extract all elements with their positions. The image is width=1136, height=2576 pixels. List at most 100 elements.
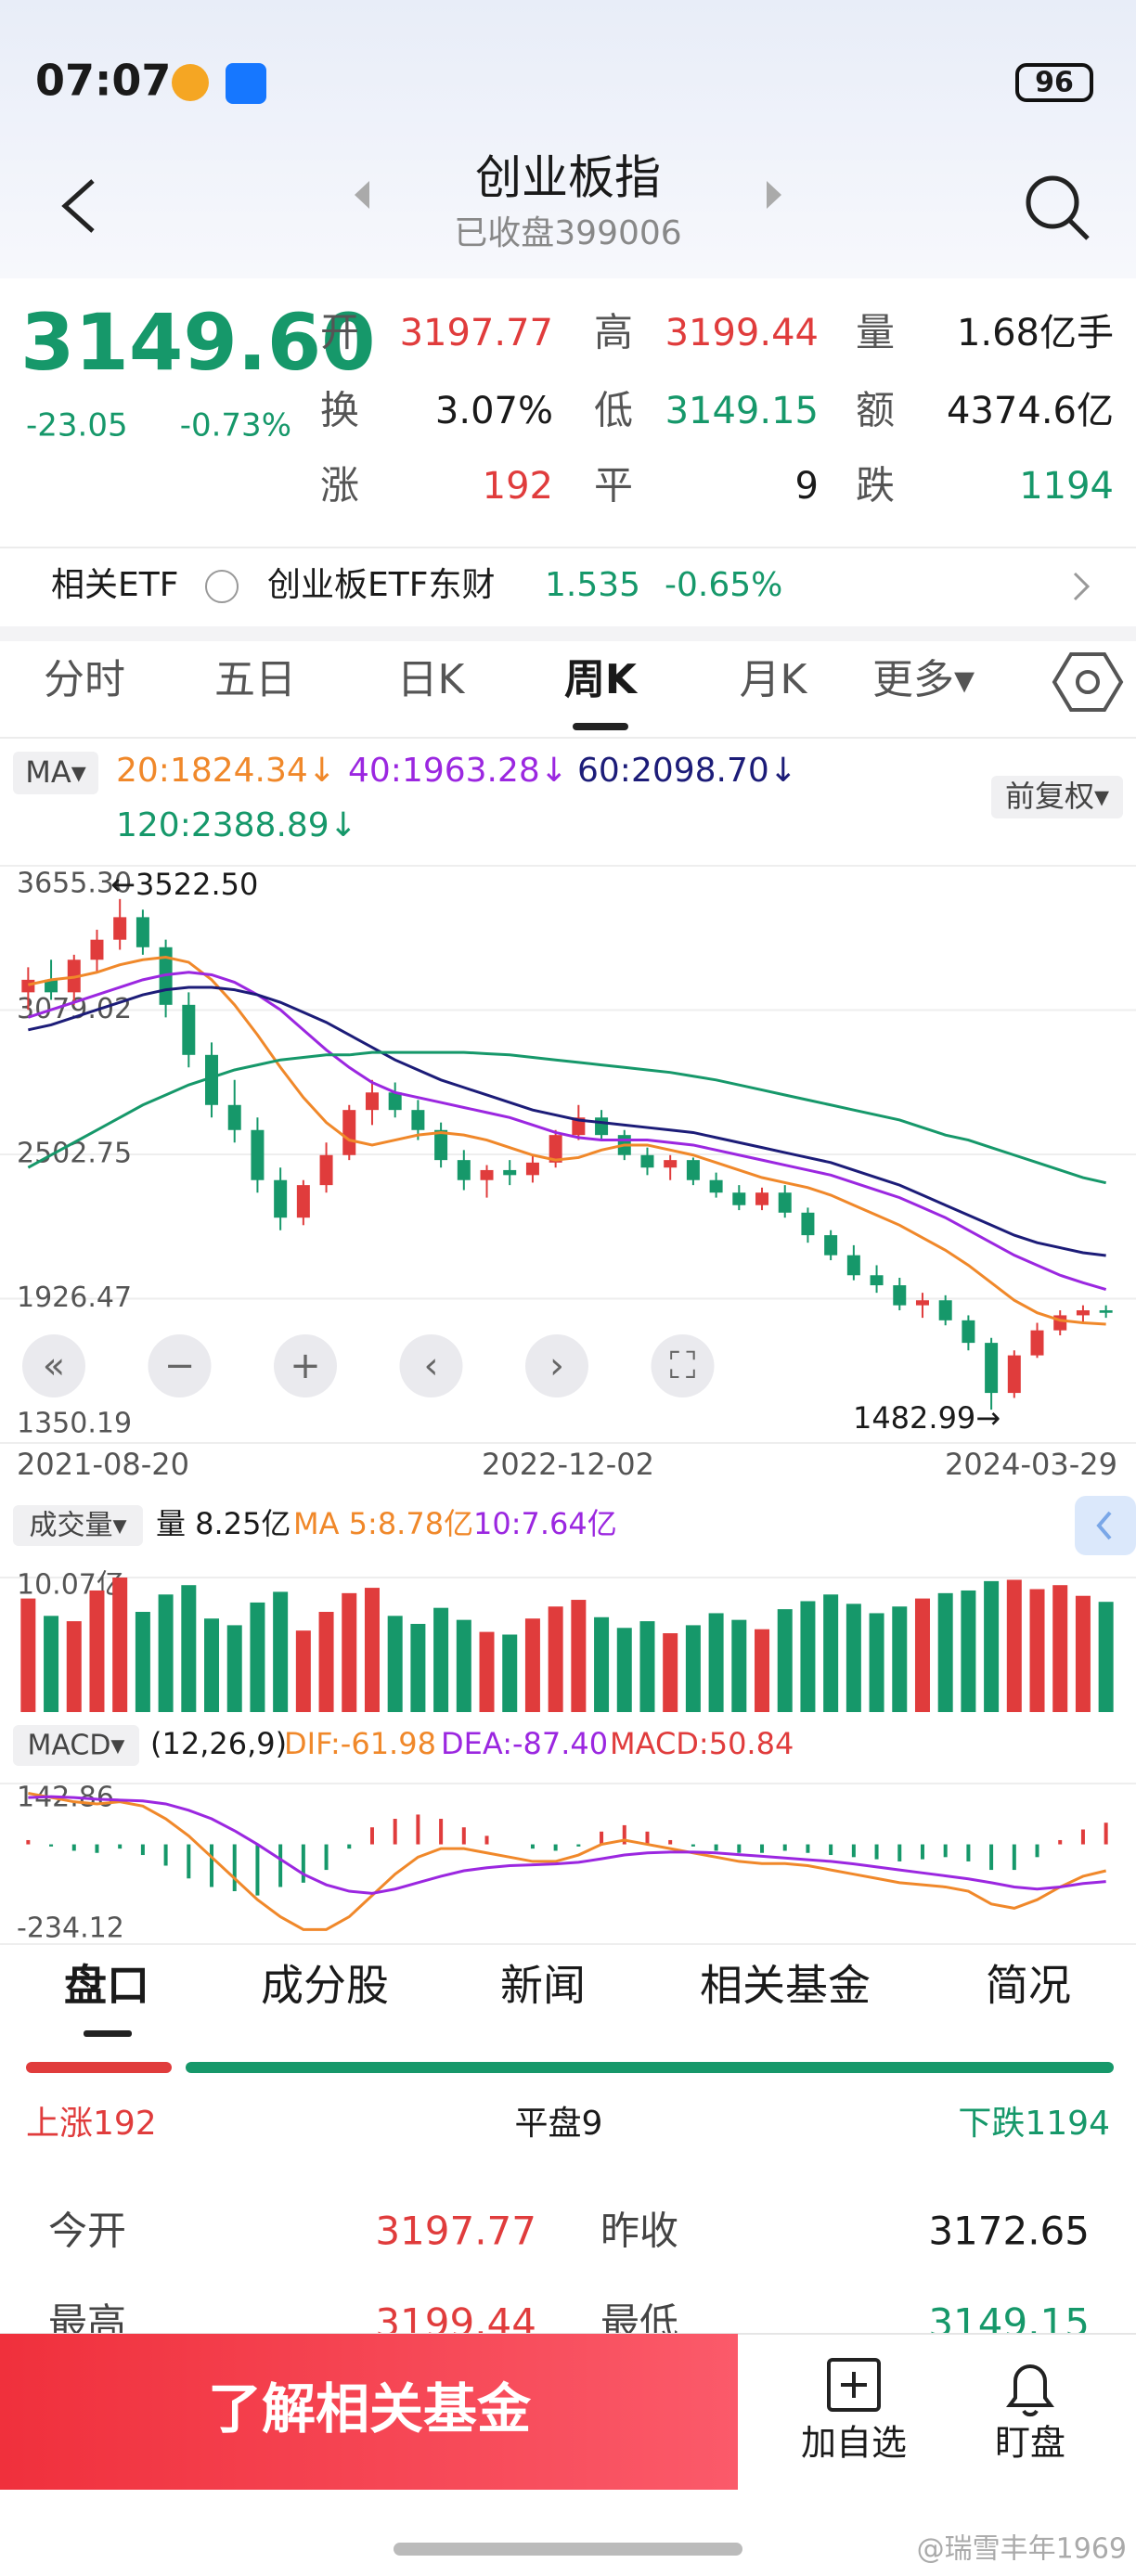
volume-bar: [961, 1590, 976, 1712]
field-label: 跌: [856, 463, 895, 509]
zoom-button[interactable]: [525, 1334, 588, 1397]
ma-line: [28, 956, 1106, 1326]
volume-button[interactable]: [13, 1505, 143, 1546]
row-value: 3197.77: [375, 2209, 536, 2254]
header-bg: [0, 0, 1136, 278]
tab[interactable]: 更多▾: [872, 656, 975, 703]
x-label: 2021-08-20: [17, 1447, 189, 1482]
tab[interactable]: 五日: [214, 656, 296, 703]
volume-bar: [846, 1604, 861, 1712]
tab-underline: [84, 2030, 132, 2037]
zoom-button[interactable]: [274, 1334, 337, 1397]
tab[interactable]: 分时: [44, 656, 125, 703]
volume-bar: [1052, 1585, 1068, 1712]
volume-bar: [1098, 1602, 1114, 1712]
fund-button[interactable]: [0, 2334, 738, 2490]
volume-bar: [571, 1600, 587, 1712]
tab[interactable]: 月K: [740, 656, 808, 703]
etf-name[interactable]: 创业板ETF东财: [267, 566, 495, 604]
candle-body: [1076, 1310, 1090, 1316]
candle-body: [962, 1320, 975, 1344]
prev-arrow[interactable]: [355, 181, 369, 209]
add-icon[interactable]: [827, 2358, 881, 2412]
ma-button-label: MA▾: [25, 754, 86, 790]
zoom-button[interactable]: [148, 1334, 212, 1397]
field-label: 涨: [320, 463, 359, 509]
candle-body: [90, 939, 104, 960]
action-label[interactable]: 加自选: [801, 2423, 907, 2464]
ma-button[interactable]: [13, 752, 98, 794]
search-button[interactable]: [1026, 175, 1079, 229]
candle-body: [251, 1129, 265, 1180]
macd-legend: DIF:-61.98: [284, 1726, 436, 1761]
back-button[interactable]: [61, 179, 95, 233]
zoom-icon: +: [290, 1345, 321, 1387]
volume-bar: [226, 1625, 242, 1712]
volume-bar: [685, 1625, 701, 1712]
candle-body: [205, 1054, 219, 1105]
field-value: 3149.15: [665, 390, 819, 432]
y-tick-label: -234.12: [17, 1913, 124, 1945]
candle-body: [732, 1192, 746, 1205]
bell-icon[interactable]: [1006, 2364, 1054, 2417]
bottom-tab[interactable]: 简况: [986, 1961, 1071, 2011]
ma-line: [28, 985, 1106, 1257]
action-label[interactable]: 盯盘: [995, 2423, 1065, 2464]
clock: 07:07: [35, 56, 171, 106]
etf-chevron[interactable]: [1073, 572, 1091, 601]
zoom-button[interactable]: [651, 1334, 715, 1397]
field-value: 1194: [1019, 465, 1114, 508]
volume-bar: [937, 1592, 953, 1712]
candle-body: [686, 1160, 700, 1180]
adjust-button[interactable]: [991, 776, 1123, 818]
field-value: 1.68亿手: [957, 312, 1114, 354]
zoom-button[interactable]: [399, 1334, 463, 1397]
side-tab[interactable]: [1075, 1496, 1136, 1555]
field-label: 额: [856, 388, 895, 433]
candle-body: [846, 1255, 860, 1276]
fund-button-label[interactable]: 了解相关基金: [208, 2377, 532, 2441]
volume-bar: [44, 1616, 59, 1712]
volume-bar: [20, 1598, 36, 1712]
volume-bar: [869, 1613, 884, 1712]
volume-bar: [318, 1612, 334, 1712]
bottom-tab[interactable]: 盘口: [64, 1961, 149, 2011]
volume-bar: [524, 1618, 540, 1712]
etf-label[interactable]: 相关ETF: [51, 566, 178, 604]
settings-icon[interactable]: [1052, 652, 1124, 712]
macd-legend: MACD:50.84: [610, 1726, 794, 1761]
add-icon-plus: [841, 2372, 867, 2398]
candle-body: [1007, 1355, 1021, 1394]
tab[interactable]: 周K: [564, 656, 639, 703]
zoom-icon: −: [164, 1345, 196, 1387]
bottom-tab[interactable]: 成分股: [261, 1961, 389, 2011]
next-arrow[interactable]: [767, 181, 781, 209]
y-tick-label: 1350.19: [17, 1408, 132, 1440]
candle-body: [457, 1160, 471, 1180]
macd-button[interactable]: [13, 1725, 139, 1766]
zoom-button[interactable]: [22, 1334, 85, 1397]
volume-bar: [364, 1588, 380, 1712]
candle-body: [503, 1169, 517, 1176]
ma-legend-item: 60:2098.70↓: [577, 752, 797, 790]
candle-body: [572, 1117, 586, 1136]
y-tick-label: 1926.47: [17, 1282, 132, 1314]
tab[interactable]: 日K: [397, 656, 466, 703]
macd-line: [28, 1795, 1106, 1895]
volume-bar: [204, 1618, 220, 1712]
candle-body: [664, 1160, 678, 1168]
candle-body: [296, 1185, 310, 1218]
volume-bar: [731, 1619, 747, 1712]
battery-level: 96: [1035, 67, 1074, 99]
search-handle: [1068, 219, 1090, 240]
info-icon[interactable]: [205, 570, 239, 603]
alipay-icon: [226, 63, 266, 104]
candle-body: [778, 1192, 792, 1213]
bottom-tab[interactable]: 新闻: [500, 1961, 586, 2011]
price: 3149.60: [20, 297, 376, 388]
volume-bar: [112, 1578, 128, 1712]
bottom-tab[interactable]: 相关基金: [700, 1961, 871, 2011]
x-label: 2024-03-29: [945, 1447, 1117, 1482]
field-label: 平: [594, 463, 633, 509]
